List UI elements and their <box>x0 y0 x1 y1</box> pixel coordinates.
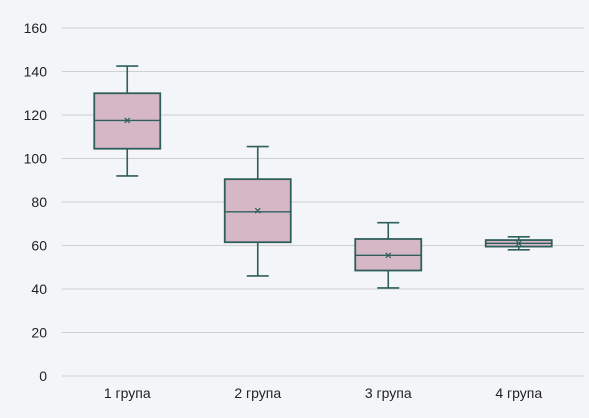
x-tick-label-4: 4 група <box>495 385 542 401</box>
mean-marker-4 <box>515 240 522 247</box>
x-tick-label-1: 1 група <box>104 385 151 401</box>
mean-marker-1 <box>124 117 131 124</box>
mean-marker-3 <box>385 252 392 259</box>
y-tick-label-20: 20 <box>31 325 47 341</box>
y-tick-label-120: 120 <box>24 107 48 123</box>
x-tick-label-2: 2 група <box>234 385 281 401</box>
y-tick-label-100: 100 <box>24 151 48 167</box>
y-tick-label-140: 140 <box>24 64 48 80</box>
y-tick-label-60: 60 <box>31 238 47 254</box>
y-tick-label-80: 80 <box>31 194 47 210</box>
y-tick-label-0: 0 <box>39 368 47 384</box>
y-tick-label-40: 40 <box>31 281 47 297</box>
mean-marker-2 <box>254 207 261 214</box>
x-tick-label-3: 3 група <box>365 385 412 401</box>
y-tick-label-160: 160 <box>24 20 48 36</box>
